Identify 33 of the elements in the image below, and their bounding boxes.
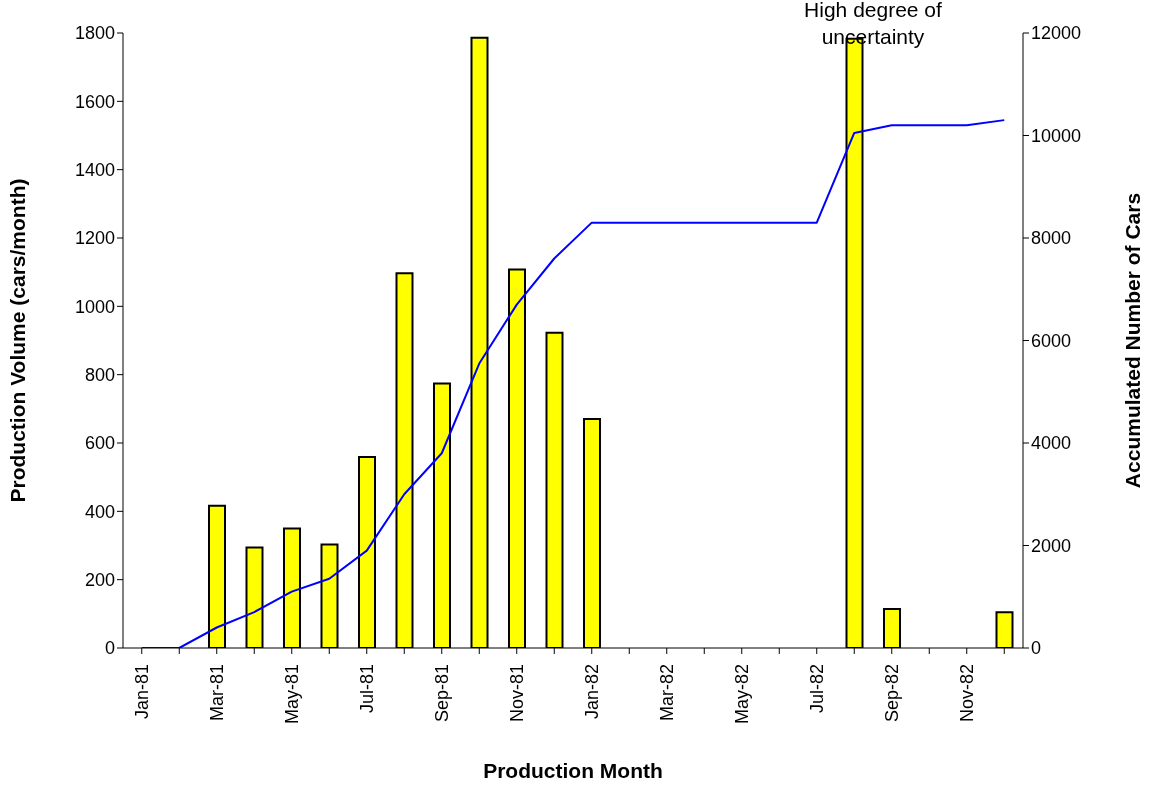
y-tick-label: 0: [104, 638, 115, 659]
y-tick-label: 1400: [74, 160, 115, 181]
y2-tick-label: 4000: [1031, 433, 1072, 454]
y2-tick-label: 6000: [1031, 330, 1072, 351]
y2-axis-title: Accumulated Number of Cars: [1121, 192, 1145, 489]
y2-tick-label: 10000: [1031, 125, 1082, 146]
y-tick-label: 200: [84, 570, 115, 591]
x-tick-label: Nov-82: [956, 664, 977, 723]
x-tick-label: Jul-82: [806, 664, 827, 714]
y-tick-label: 1000: [74, 296, 115, 317]
y-tick-label: 1200: [74, 228, 115, 249]
x-tick-label: Nov-81: [506, 664, 527, 723]
y-tick-label: 1600: [74, 91, 115, 112]
x-tick-label: Jan-81: [131, 664, 152, 720]
x-tick-label: May-81: [281, 664, 302, 725]
y2-tick-label: 12000: [1031, 23, 1082, 44]
x-tick-label: Mar-81: [206, 664, 227, 722]
x-tick-label: Mar-82: [656, 664, 677, 722]
annotation: High degree of uncertainty: [803, 0, 943, 50]
x-tick-label: May-82: [731, 664, 752, 725]
y2-tick-label: 2000: [1031, 535, 1072, 556]
x-axis-title: Production Month: [483, 759, 663, 782]
y-tick-label: 800: [84, 365, 115, 386]
y2-tick-label: 8000: [1031, 228, 1072, 249]
x-tick-label: Jan-82: [581, 664, 602, 720]
x-tick-label: Sep-82: [881, 664, 902, 723]
x-tick-label: Sep-81: [431, 664, 452, 723]
y-tick-label: 1800: [74, 23, 115, 44]
y-tick-label: 600: [84, 433, 115, 454]
y2-tick-label: 0: [1031, 638, 1042, 659]
y-tick-label: 400: [84, 501, 115, 522]
x-tick-label: Jul-81: [356, 664, 377, 714]
y-axis-title: Production Volume (cars/month): [6, 178, 30, 503]
